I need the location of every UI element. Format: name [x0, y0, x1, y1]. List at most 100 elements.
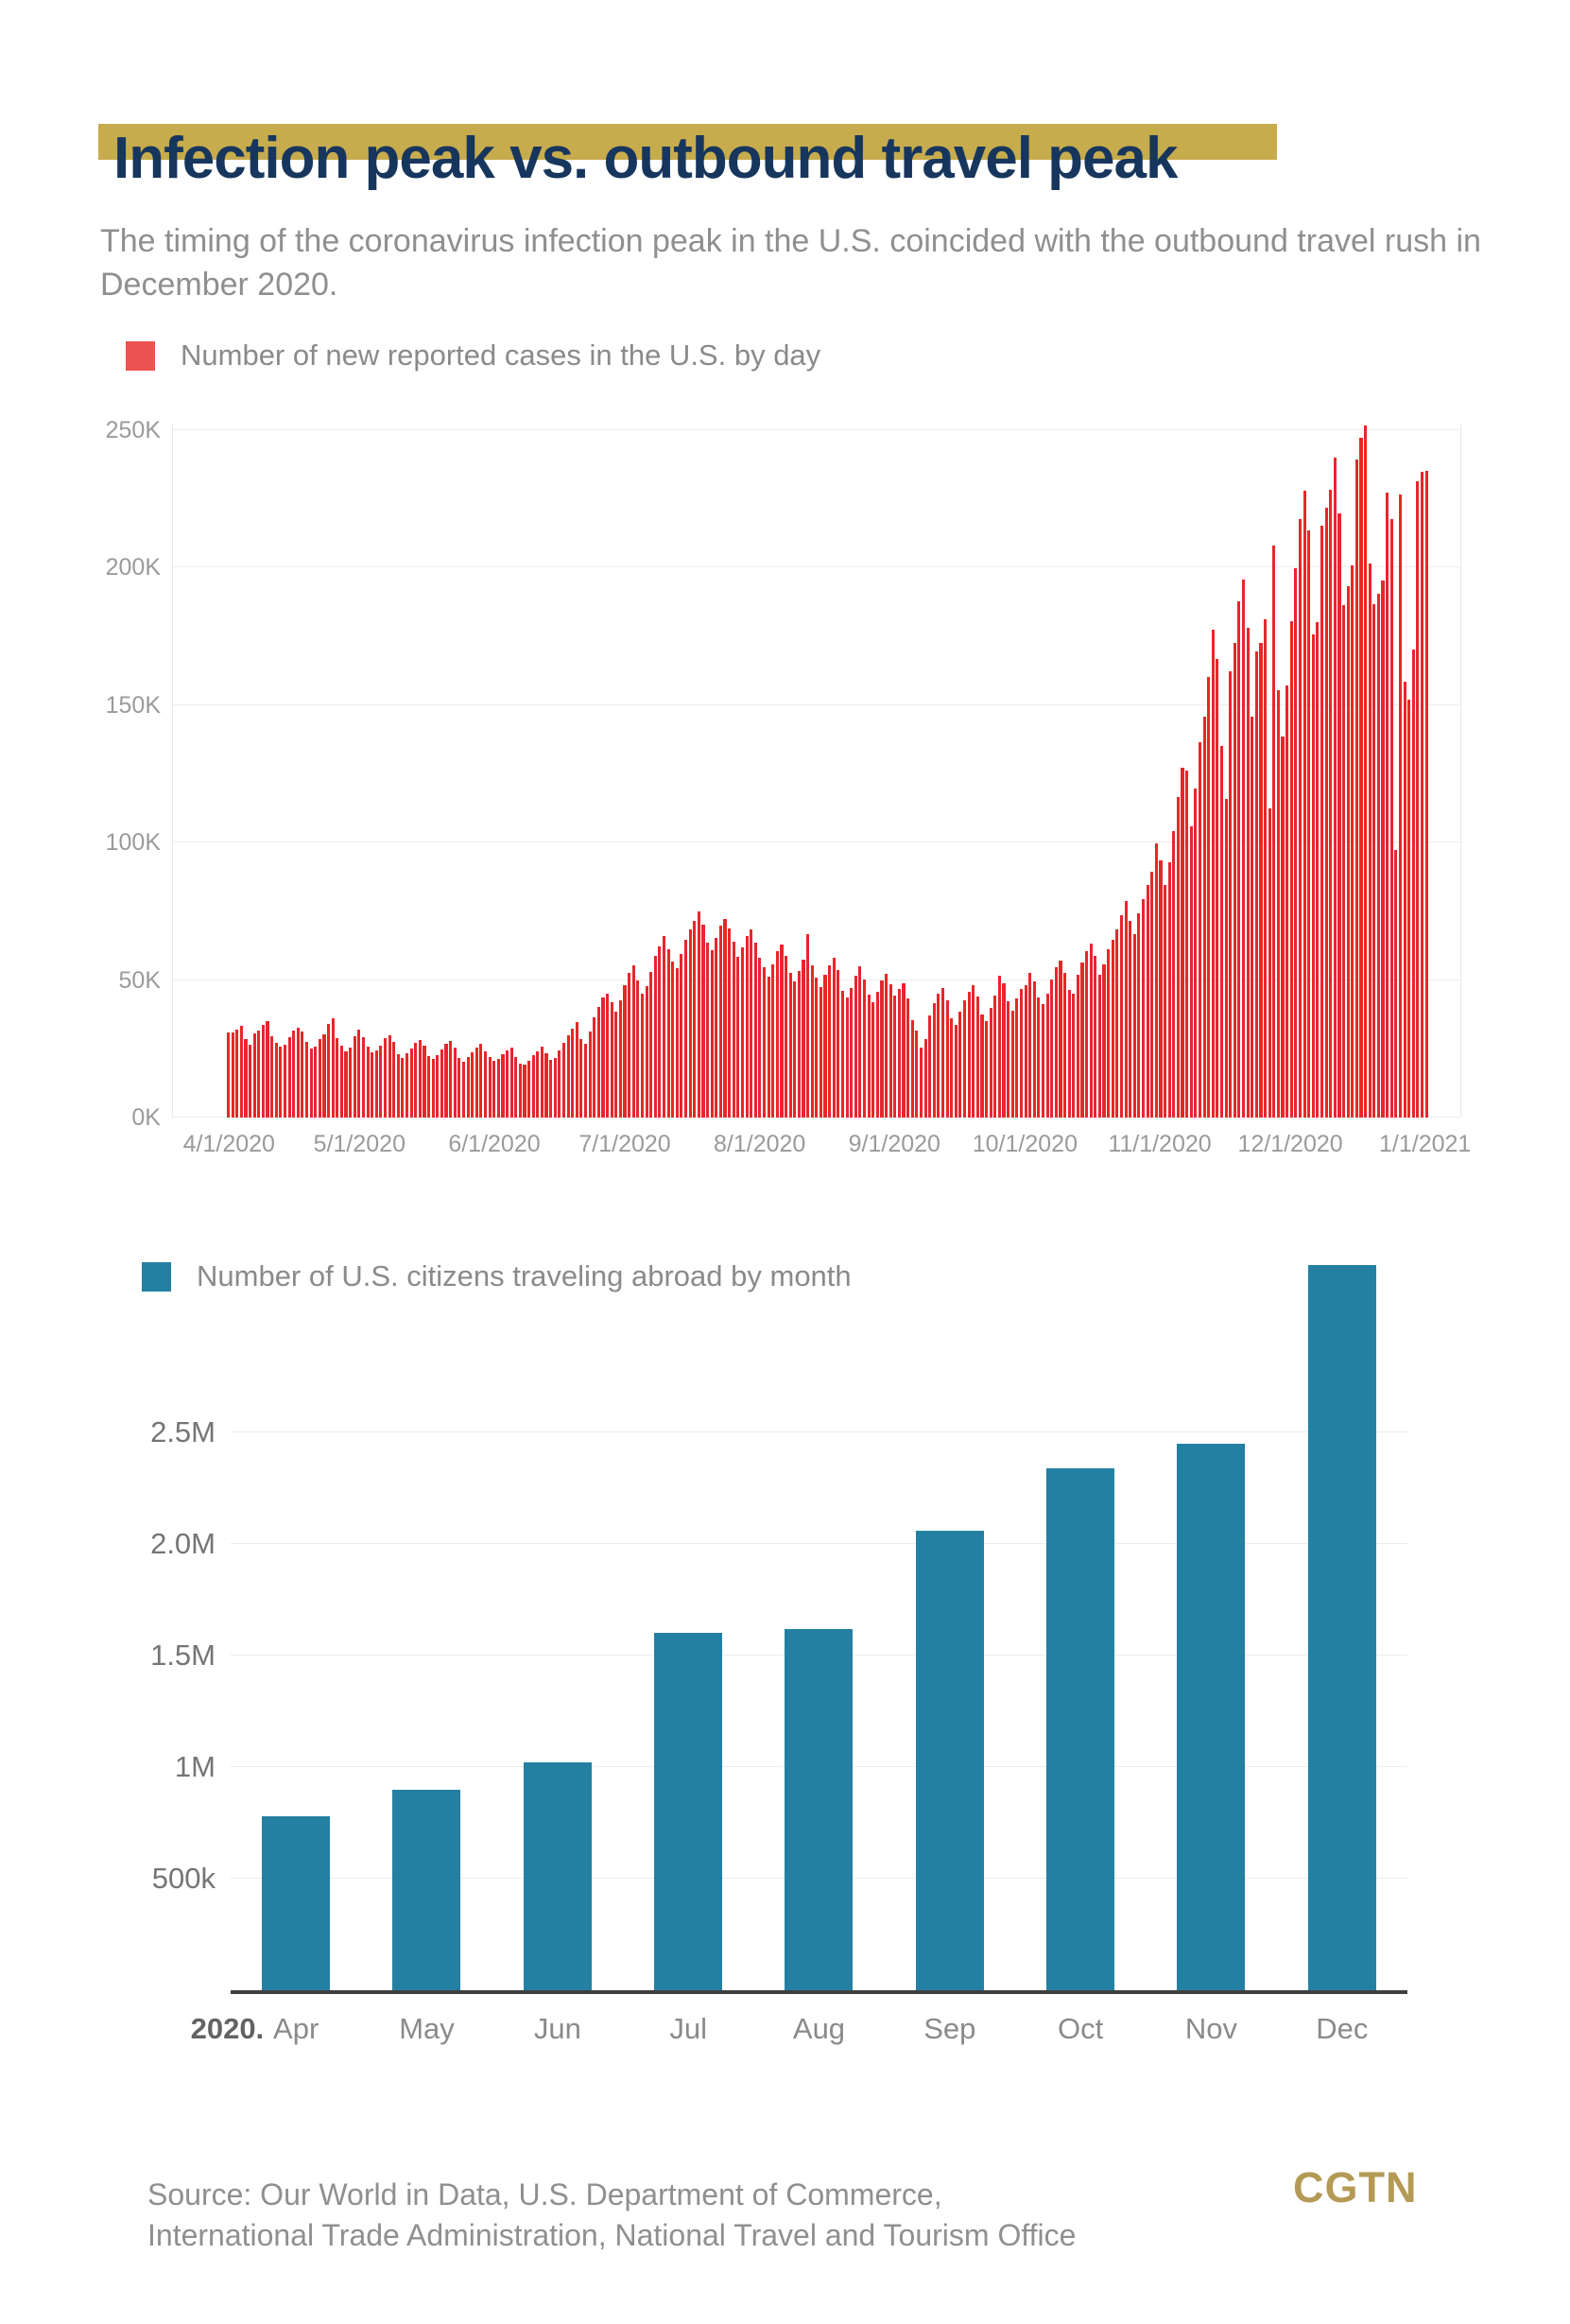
daily-case-bar — [1403, 682, 1406, 1118]
daily-case-bar — [697, 911, 700, 1118]
source-line-1: Source: Our World in Data, U.S. Departme… — [147, 2177, 942, 2211]
daily-case-bar — [509, 1047, 513, 1118]
daily-case-bar — [279, 1047, 283, 1118]
travel-legend-label: Number of U.S. citizens traveling abroad… — [197, 1259, 852, 1292]
daily-case-bar — [810, 965, 814, 1118]
travel-month-label-slot: Aug — [753, 2010, 884, 2048]
daily-case-bar — [235, 1029, 239, 1118]
daily-case-bar — [767, 976, 770, 1118]
daily-case-bar — [283, 1045, 287, 1118]
daily-case-bar — [488, 1057, 492, 1118]
daily-case-bar — [736, 956, 740, 1118]
daily-case-bar — [840, 990, 845, 1118]
daily-case-bar — [1394, 850, 1398, 1118]
daily-case-bar — [649, 971, 653, 1118]
daily-case-bar — [1007, 1000, 1010, 1118]
daily-case-bar — [1067, 990, 1071, 1118]
daily-case-bar — [985, 1020, 989, 1118]
daily-case-bar — [544, 1053, 548, 1118]
daily-case-bar — [1097, 974, 1101, 1118]
y-tick-label: 250K — [105, 417, 161, 443]
travel-month-label-slot: Jul — [623, 2010, 753, 2048]
daily-case-bar — [897, 988, 901, 1118]
daily-case-bar — [379, 1045, 383, 1118]
daily-case-bar — [1276, 690, 1280, 1118]
daily-case-bar — [561, 1042, 566, 1118]
daily-case-bar — [257, 1030, 261, 1118]
travel-bars — [231, 1257, 1407, 1990]
daily-case-bar — [1176, 797, 1180, 1118]
daily-case-bar — [653, 956, 657, 1118]
x-tick-label: 6/1/2020 — [448, 1131, 541, 1157]
travel-bar-jul — [654, 1633, 723, 1990]
daily-case-bar — [249, 1044, 252, 1118]
daily-case-bar — [527, 1061, 531, 1118]
daily-case-bar — [1342, 604, 1346, 1118]
daily-case-bar — [479, 1044, 483, 1118]
daily-case-bar — [815, 978, 819, 1118]
daily-case-bar — [261, 1024, 265, 1118]
daily-case-bar — [1172, 831, 1176, 1118]
daily-case-bar — [1233, 643, 1236, 1118]
daily-case-bar — [536, 1051, 540, 1118]
daily-case-bar — [579, 1038, 583, 1118]
daily-case-bar — [549, 1060, 553, 1118]
daily-case-bar — [666, 949, 670, 1118]
daily-case-bar — [461, 1061, 466, 1118]
travel-month-label-slot: 2020. Apr — [191, 2010, 361, 2048]
daily-case-bar — [1241, 580, 1246, 1118]
daily-case-bar — [374, 1049, 378, 1118]
daily-case-bar — [1194, 789, 1198, 1118]
y-tick-label: 100K — [105, 829, 161, 857]
daily-case-bar — [610, 1002, 613, 1118]
daily-case-bar — [474, 1047, 478, 1118]
daily-case-bar — [1137, 913, 1141, 1118]
daily-case-bar — [1072, 993, 1076, 1118]
daily-case-bar — [1146, 884, 1149, 1118]
daily-case-bar — [975, 997, 979, 1118]
daily-case-bar — [967, 992, 971, 1118]
daily-case-bar — [954, 1024, 958, 1118]
daily-case-bar — [1216, 658, 1219, 1118]
daily-case-bar — [396, 1054, 400, 1118]
daily-case-bar — [675, 968, 679, 1118]
daily-case-bar — [523, 1065, 526, 1118]
daily-case-bar — [680, 953, 683, 1118]
travel-bar-dec — [1307, 1265, 1376, 1990]
daily-case-bar — [371, 1051, 374, 1118]
daily-case-bar — [928, 1015, 932, 1118]
daily-case-bar — [1207, 677, 1211, 1118]
daily-case-bar — [466, 1057, 470, 1118]
travel-x-axis: 2020. Apr May Jun Jul Aug Sep Oct Nov Dec — [191, 2010, 1407, 2048]
daily-case-bar — [997, 975, 1001, 1118]
daily-case-bar — [1264, 619, 1268, 1118]
daily-case-bar — [780, 944, 784, 1118]
daily-case-bar — [309, 1049, 313, 1118]
daily-case-bar — [771, 963, 775, 1118]
daily-cases-plot-frame — [172, 424, 1461, 1118]
daily-case-bar — [392, 1042, 396, 1118]
daily-case-bar — [593, 1016, 596, 1118]
title-highlight-band — [98, 124, 1277, 160]
daily-case-bar — [1272, 546, 1276, 1118]
daily-case-bar — [1010, 1010, 1014, 1118]
travel-bar-slot — [1277, 1257, 1407, 1990]
daily-case-bar — [1002, 983, 1006, 1118]
daily-case-bar — [775, 951, 779, 1118]
daily-case-bar — [718, 926, 722, 1118]
daily-case-bar — [1303, 491, 1306, 1118]
daily-case-bar — [728, 928, 732, 1118]
daily-case-bar — [1189, 826, 1193, 1118]
y-tick-label: 1M — [174, 1750, 216, 1783]
daily-case-bar — [867, 995, 871, 1118]
daily-case-bar — [1289, 621, 1293, 1118]
daily-case-bar — [449, 1040, 453, 1118]
travel-bar-oct — [1046, 1468, 1115, 1990]
daily-case-bar — [628, 973, 631, 1118]
y-tick-label: 150K — [105, 691, 161, 719]
daily-case-bar — [1085, 950, 1089, 1118]
daily-case-bar — [414, 1043, 418, 1118]
daily-case-bar — [806, 934, 810, 1118]
daily-case-bar — [1320, 525, 1324, 1118]
daily-case-bar — [1102, 964, 1106, 1118]
